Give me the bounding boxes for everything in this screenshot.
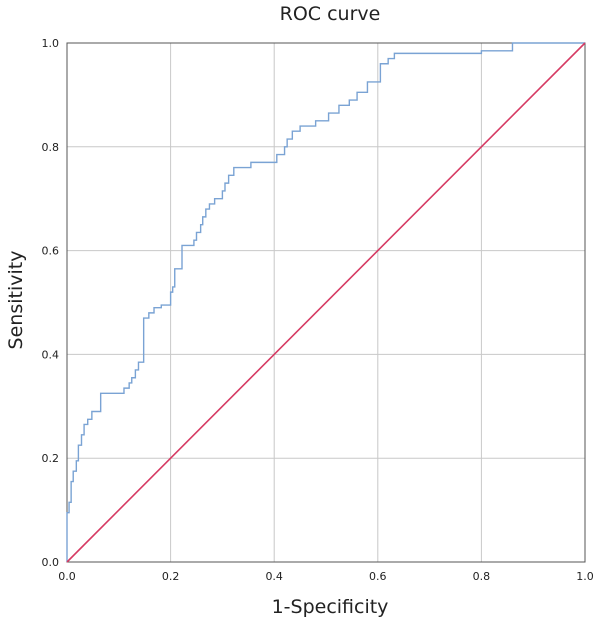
x-tick-label: 0.0 xyxy=(58,570,76,583)
x-tick-label: 0.8 xyxy=(473,570,491,583)
x-tick-label: 1.0 xyxy=(576,570,594,583)
roc-curve-line xyxy=(66,42,585,562)
x-tick-label: 0.2 xyxy=(162,570,180,583)
y-tick-label: 0.8 xyxy=(42,141,60,154)
series-layer xyxy=(66,42,586,563)
y-axis-title: Sensitivity xyxy=(5,251,27,350)
tick-labels: 0.0 0.2 0.4 0.6 0.8 1.0 0.0 0.2 0.4 0.6 0.8 1.0 xyxy=(42,37,594,583)
x-axis-title: 1-Specificity xyxy=(272,596,389,618)
plot-border xyxy=(66,42,586,563)
x-tick-label: 0.6 xyxy=(369,570,387,583)
plot-frame xyxy=(66,42,586,563)
y-tick-label: 0.0 xyxy=(42,556,60,569)
chart-title: ROC curve xyxy=(280,3,381,25)
grid-lines xyxy=(67,43,585,562)
y-tick-label: 0.6 xyxy=(42,245,60,258)
y-tick-label: 0.4 xyxy=(42,348,60,361)
x-tick-label: 0.4 xyxy=(265,570,283,583)
y-tick-label: 0.2 xyxy=(42,452,60,465)
reference-diagonal-line xyxy=(66,42,586,563)
y-tick-label: 1.0 xyxy=(42,37,60,50)
